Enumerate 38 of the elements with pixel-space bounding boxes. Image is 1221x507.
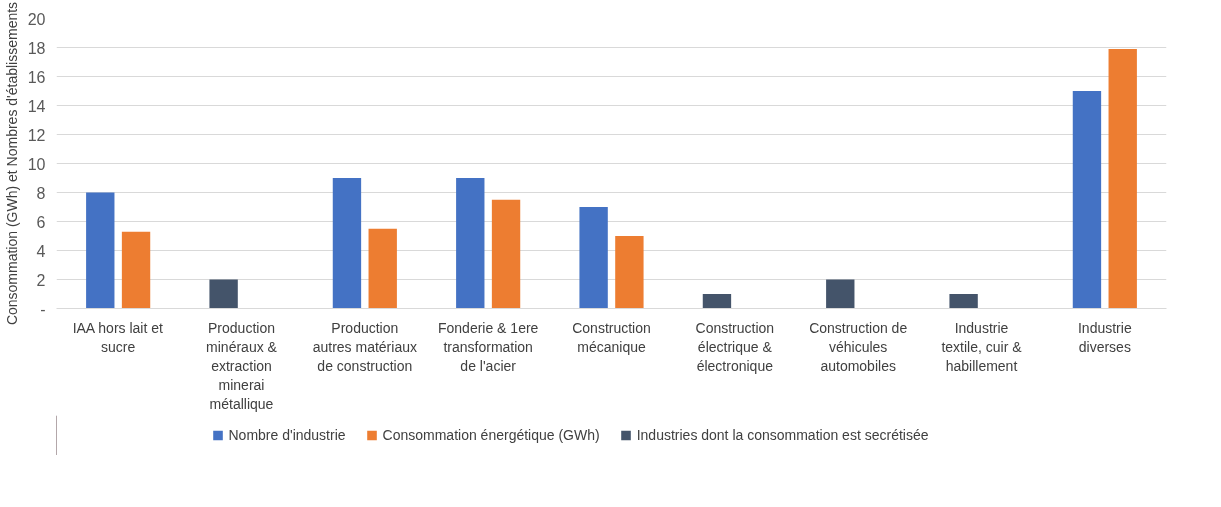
bar	[615, 236, 644, 309]
bar	[86, 192, 115, 309]
x-tick-label: Production autres matériaux de construction	[312, 319, 417, 374]
legend-label: Consommation énergétique (GWh)	[382, 427, 600, 443]
y-tick-label: -	[40, 300, 46, 318]
x-tick-label: Construction mécanique	[572, 319, 651, 355]
bar	[332, 178, 362, 309]
bar	[456, 178, 485, 309]
y-tick-label: 6	[36, 213, 46, 231]
bar	[121, 231, 151, 309]
bar	[949, 294, 978, 309]
y-tick-label: 20	[27, 10, 46, 28]
bar	[579, 207, 608, 309]
bar	[209, 279, 238, 309]
y-tick-label: 2	[36, 271, 46, 289]
bar	[1072, 91, 1102, 309]
x-tick-label: Industrie diverses	[1077, 319, 1132, 355]
x-tick-label: Production minéraux & extraction minerai métallique	[206, 319, 278, 413]
y-tick-label: 16	[27, 68, 46, 86]
x-tick-label: Construction électrique & électronique	[695, 319, 775, 374]
y-axis-title: Consommation (GWh) et Nombres d'établissements	[3, 1, 20, 326]
y-tick-label: 4	[36, 242, 46, 260]
y-tick-label: 18	[27, 39, 46, 57]
x-tick-label: IAA hors lait et sucre	[72, 319, 164, 355]
bar	[1108, 48, 1137, 309]
x-tick-label: Construction de véhicules automobiles	[809, 319, 908, 374]
bar	[368, 228, 397, 309]
x-tick-label: Fonderie & 1ere transformation de l'acier	[437, 319, 539, 374]
y-tick-label: 8	[36, 184, 46, 202]
legend-label: Nombre d'industrie	[228, 427, 346, 443]
y-tick-label: 12	[27, 126, 46, 144]
y-tick-label: 10	[27, 155, 46, 173]
legend-label: Industries dont la consommation est secrétisée	[636, 427, 929, 443]
x-tick-label: Industrie textile, cuir & habillement	[941, 319, 1023, 374]
bar	[826, 279, 855, 309]
y-tick-label: 14	[27, 97, 46, 115]
bar	[491, 199, 521, 309]
bar	[702, 294, 732, 309]
